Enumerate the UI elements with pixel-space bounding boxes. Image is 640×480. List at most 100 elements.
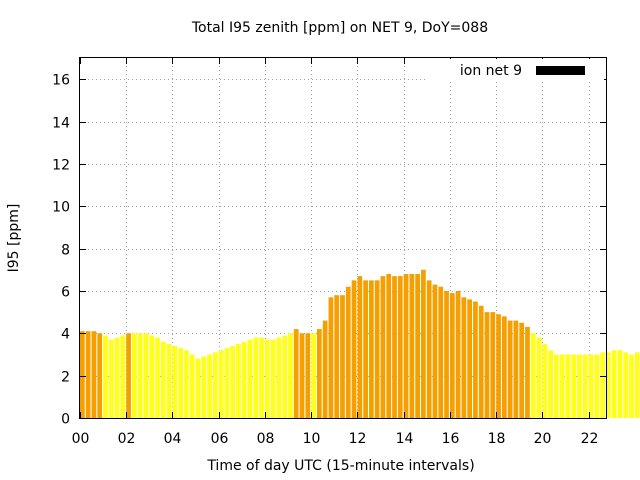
bar [178,348,183,418]
x-tick-labels: 00 02 04 06 08 10 12 14 16 18 20 22 [72,431,599,447]
bar [241,341,247,418]
bar [363,280,368,418]
bar [392,276,397,418]
bar [149,335,155,418]
x-tick-label: 16 [442,431,460,447]
bar [253,337,259,418]
bar [421,269,426,418]
bar [120,335,126,418]
bar [143,333,149,418]
bar [155,337,160,418]
bar [484,312,490,418]
bar [629,354,634,418]
y-tick-label: 8 [61,243,70,259]
bar [195,358,201,418]
bar [103,335,108,418]
bar [397,276,403,418]
bar [340,295,345,418]
bar [467,299,473,418]
x-tick-label: 14 [396,431,414,447]
bar [432,284,438,418]
y-tick-label: 10 [52,200,70,216]
bar [184,350,189,418]
bar [501,316,507,418]
legend-label: ion net 9 [460,63,522,79]
bar [276,337,282,418]
bar [611,350,617,418]
x-tick-label: 00 [72,431,90,447]
bar [224,348,230,418]
bar [380,276,386,418]
bar [577,354,582,418]
x-tick-label: 04 [164,431,182,447]
bar [114,337,120,418]
bar [247,339,253,418]
bar [201,356,207,418]
bar [536,337,542,418]
bar [588,354,594,418]
bar [634,352,640,418]
y-tick-labels: 0 2 4 6 8 10 12 14 16 [52,73,70,428]
bar [461,297,467,418]
bar [137,333,143,418]
x-tick-label: 06 [211,431,229,447]
y-tick-label: 4 [61,327,70,343]
bar [132,333,137,418]
bar [478,305,484,418]
bar [108,339,114,418]
bar [571,354,577,418]
bar [565,354,571,418]
y-axis-label: I95 [ppm] [6,204,22,273]
y-tick-label: 16 [52,73,70,89]
bar [415,274,420,418]
x-tick-label: 12 [349,431,367,447]
bar [386,274,392,418]
bar [530,333,536,418]
bar [236,343,241,418]
bar [322,320,328,418]
bar [606,352,611,418]
bar [553,354,559,418]
bar [617,350,623,418]
chart-title: Total I95 zenith [ppm] on NET 9, DoY=088 [191,20,488,36]
bar [455,290,461,418]
bar [542,343,548,418]
bar [559,354,565,418]
x-tick-label: 20 [534,431,552,447]
bar [473,301,478,418]
bar [293,329,299,418]
bar [80,331,85,418]
y-tick-label: 2 [61,370,70,386]
bar [426,280,432,418]
bar [507,320,513,418]
bar [218,350,224,418]
bar [316,329,322,418]
bar [490,312,496,418]
bar [582,354,588,418]
bar [519,322,525,418]
bar [270,339,276,418]
x-tick-label: 02 [118,431,136,447]
bar [189,354,195,418]
bar [230,346,236,418]
x-tick-label: 10 [303,431,321,447]
bar [449,293,455,418]
y-tick-label: 12 [52,158,70,174]
bar [623,352,629,418]
y-tick-label: 0 [61,412,70,428]
bar [357,276,363,418]
x-tick-label: 08 [257,431,275,447]
bars [80,269,640,418]
bar [438,286,444,418]
bar [513,320,519,418]
bar [548,350,553,418]
x-axis-label: Time of day UTC (15-minute intervals) [206,458,474,474]
x-tick-label: 18 [488,431,506,447]
bar [594,354,600,418]
bar [259,337,264,418]
bar [172,346,178,418]
bar [496,314,501,418]
plot-frame [79,57,607,419]
bar [207,354,212,418]
